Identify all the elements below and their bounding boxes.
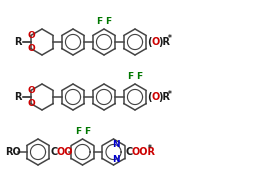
Text: RO: RO [5,147,21,157]
Text: O: O [28,44,36,53]
Text: (: ( [147,37,152,47]
Text: O: O [151,92,159,102]
Text: F: F [75,127,81,136]
Text: O: O [28,99,36,108]
Text: *: * [148,145,152,153]
Text: F: F [84,127,90,136]
Text: (: ( [147,92,152,102]
Text: C: C [50,147,57,157]
Text: N: N [112,155,120,164]
Text: F: F [136,72,143,81]
Text: R: R [14,37,21,47]
Text: O: O [28,31,36,40]
Text: F: F [97,17,103,26]
Text: R: R [14,92,21,102]
Text: N: N [112,140,120,149]
Text: O: O [28,86,36,95]
Text: OOR: OOR [132,147,156,157]
Text: *: * [168,89,172,99]
Text: *: * [168,35,172,43]
Text: F: F [106,17,112,26]
Text: )R: )R [158,92,170,102]
Text: O: O [151,37,159,47]
Text: OO: OO [56,147,73,157]
Text: F: F [127,72,133,81]
Text: C: C [126,147,133,157]
Text: )R: )R [158,37,170,47]
